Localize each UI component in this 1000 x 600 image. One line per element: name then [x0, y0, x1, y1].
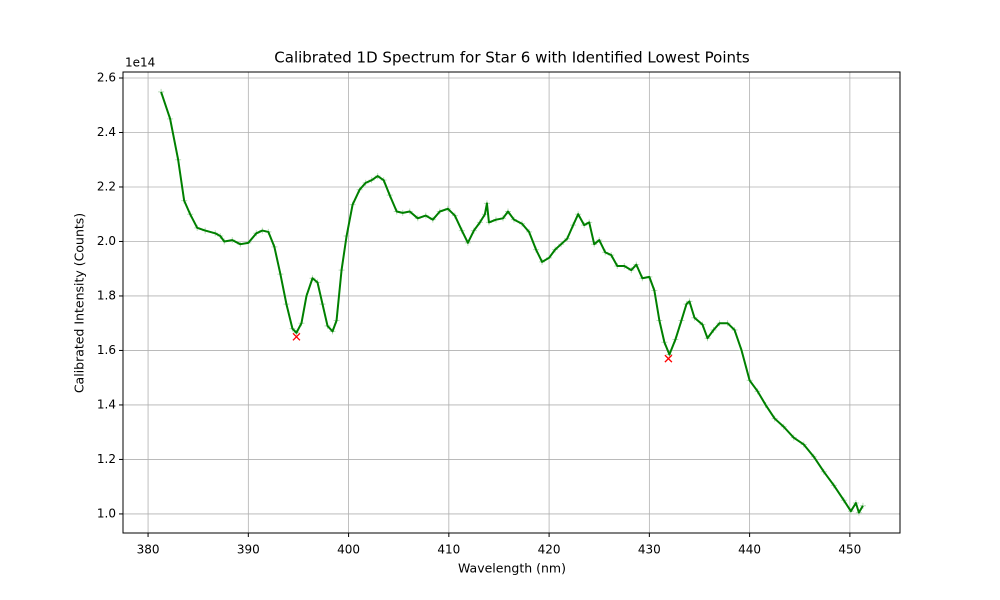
y-tick-label: 1.0 [97, 506, 116, 520]
y-offset-label: 1e14 [125, 56, 155, 70]
x-tick-label: 380 [137, 543, 160, 557]
spectrum-line [160, 91, 864, 514]
y-tick-label: 1.2 [97, 452, 116, 466]
x-tick-label: 390 [237, 543, 260, 557]
x-tick-label: 410 [437, 543, 460, 557]
y-axis-label: Calibrated Intensity (Counts) [72, 213, 87, 393]
x-tick-label: 440 [738, 543, 761, 557]
x-axis-label: Wavelength (nm) [458, 561, 566, 576]
x-tick-label: 430 [638, 543, 661, 557]
minimum-marker [292, 332, 301, 341]
x-tick-label: 420 [538, 543, 561, 557]
x-tick-label: 400 [337, 543, 360, 557]
y-tick-label: 1.8 [97, 288, 116, 302]
minimum-marker [664, 354, 673, 363]
plot-frame [122, 71, 901, 534]
y-tick-label: 1.4 [97, 397, 116, 411]
y-tick-label: 1.6 [97, 343, 116, 357]
y-tick-label: 2.0 [97, 234, 116, 248]
y-tick-label: 2.6 [97, 70, 116, 84]
x-tick-label: 450 [838, 543, 861, 557]
y-tick-label: 2.2 [97, 179, 116, 193]
chart-title: Calibrated 1D Spectrum for Star 6 with I… [274, 49, 750, 67]
y-tick-label: 2.4 [97, 125, 116, 139]
